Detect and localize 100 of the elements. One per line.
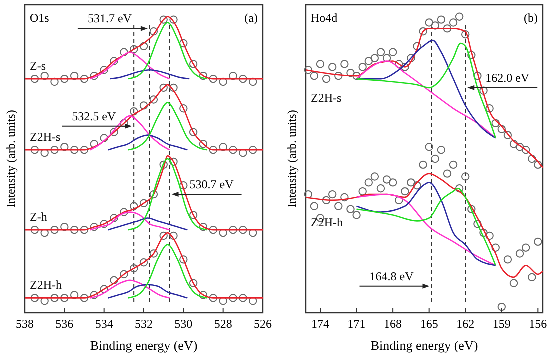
annotation: 532.5 eV <box>72 109 116 124</box>
point <box>140 199 148 208</box>
point <box>100 66 108 74</box>
point <box>120 270 128 279</box>
point <box>100 134 108 142</box>
point <box>419 28 428 36</box>
point <box>248 146 258 154</box>
point <box>522 244 530 252</box>
annotation: 531.7 eV <box>88 12 132 26</box>
point <box>50 146 59 154</box>
point <box>328 190 337 199</box>
point <box>382 176 392 184</box>
chart-title: O1s <box>30 11 50 25</box>
point <box>239 148 248 158</box>
point <box>160 232 168 240</box>
point <box>50 294 59 302</box>
point <box>40 148 49 158</box>
point <box>70 72 79 80</box>
point <box>60 223 69 232</box>
point <box>413 42 422 51</box>
point <box>407 178 416 187</box>
series-label: Z-h <box>30 210 48 224</box>
point <box>310 202 319 210</box>
series-label: Z2H-h <box>311 216 343 230</box>
point <box>358 187 367 196</box>
point <box>199 72 208 80</box>
point <box>534 238 542 246</box>
point <box>340 193 349 202</box>
series-label: Z-s <box>30 59 46 74</box>
point <box>239 226 248 234</box>
point <box>219 297 228 306</box>
point <box>180 256 188 264</box>
x-tick-label: 530 <box>174 317 193 331</box>
point <box>370 54 380 62</box>
point <box>140 42 148 51</box>
point <box>388 178 398 187</box>
point <box>170 84 178 92</box>
point <box>334 202 343 210</box>
point <box>229 146 238 154</box>
point <box>334 72 343 80</box>
point <box>352 211 361 220</box>
point <box>90 291 99 300</box>
x-tick-label: 174 <box>312 317 330 331</box>
point <box>492 119 500 128</box>
point <box>328 63 337 72</box>
point <box>170 158 178 166</box>
point <box>437 146 446 154</box>
point <box>170 232 178 240</box>
point <box>462 30 470 39</box>
point <box>504 256 512 264</box>
point <box>150 250 158 258</box>
point <box>480 86 488 95</box>
x-tick-label: 526 <box>254 317 272 331</box>
point <box>229 226 238 234</box>
x-tick-label: 168 <box>384 317 402 331</box>
x-tick-label: 156 <box>529 317 548 331</box>
point <box>322 74 331 84</box>
point <box>60 74 69 84</box>
point <box>170 16 178 24</box>
point <box>90 72 99 80</box>
annotation: 164.8 eV <box>370 269 414 284</box>
point <box>180 182 188 190</box>
point <box>425 143 434 152</box>
point <box>80 226 89 234</box>
series-label: Z2H-h <box>30 278 62 292</box>
point <box>310 72 319 80</box>
point <box>516 250 524 258</box>
point <box>522 146 530 154</box>
point <box>419 160 428 170</box>
point <box>110 57 118 66</box>
point <box>70 226 79 234</box>
point <box>239 294 248 302</box>
point <box>40 72 49 80</box>
point <box>492 244 500 252</box>
point <box>229 294 238 302</box>
point <box>30 294 40 302</box>
point <box>120 119 128 128</box>
point <box>376 184 386 193</box>
point <box>346 205 355 214</box>
point <box>382 54 392 62</box>
x-tick-label: 528 <box>214 317 232 331</box>
point <box>30 74 40 84</box>
point <box>504 131 512 140</box>
point <box>40 297 49 306</box>
point <box>50 226 59 234</box>
point <box>407 54 416 62</box>
point <box>443 170 452 178</box>
point <box>364 178 373 187</box>
point <box>150 190 158 199</box>
x-tick-label: 159 <box>492 317 511 331</box>
x-axis-title: Binding energy (eV) <box>90 338 198 353</box>
point <box>431 22 440 30</box>
point <box>455 12 464 21</box>
point <box>30 226 40 234</box>
point <box>401 187 410 196</box>
point <box>468 205 476 214</box>
annotation: (a) <box>244 11 258 25</box>
point <box>316 60 325 68</box>
point <box>364 57 373 66</box>
point <box>486 104 494 113</box>
